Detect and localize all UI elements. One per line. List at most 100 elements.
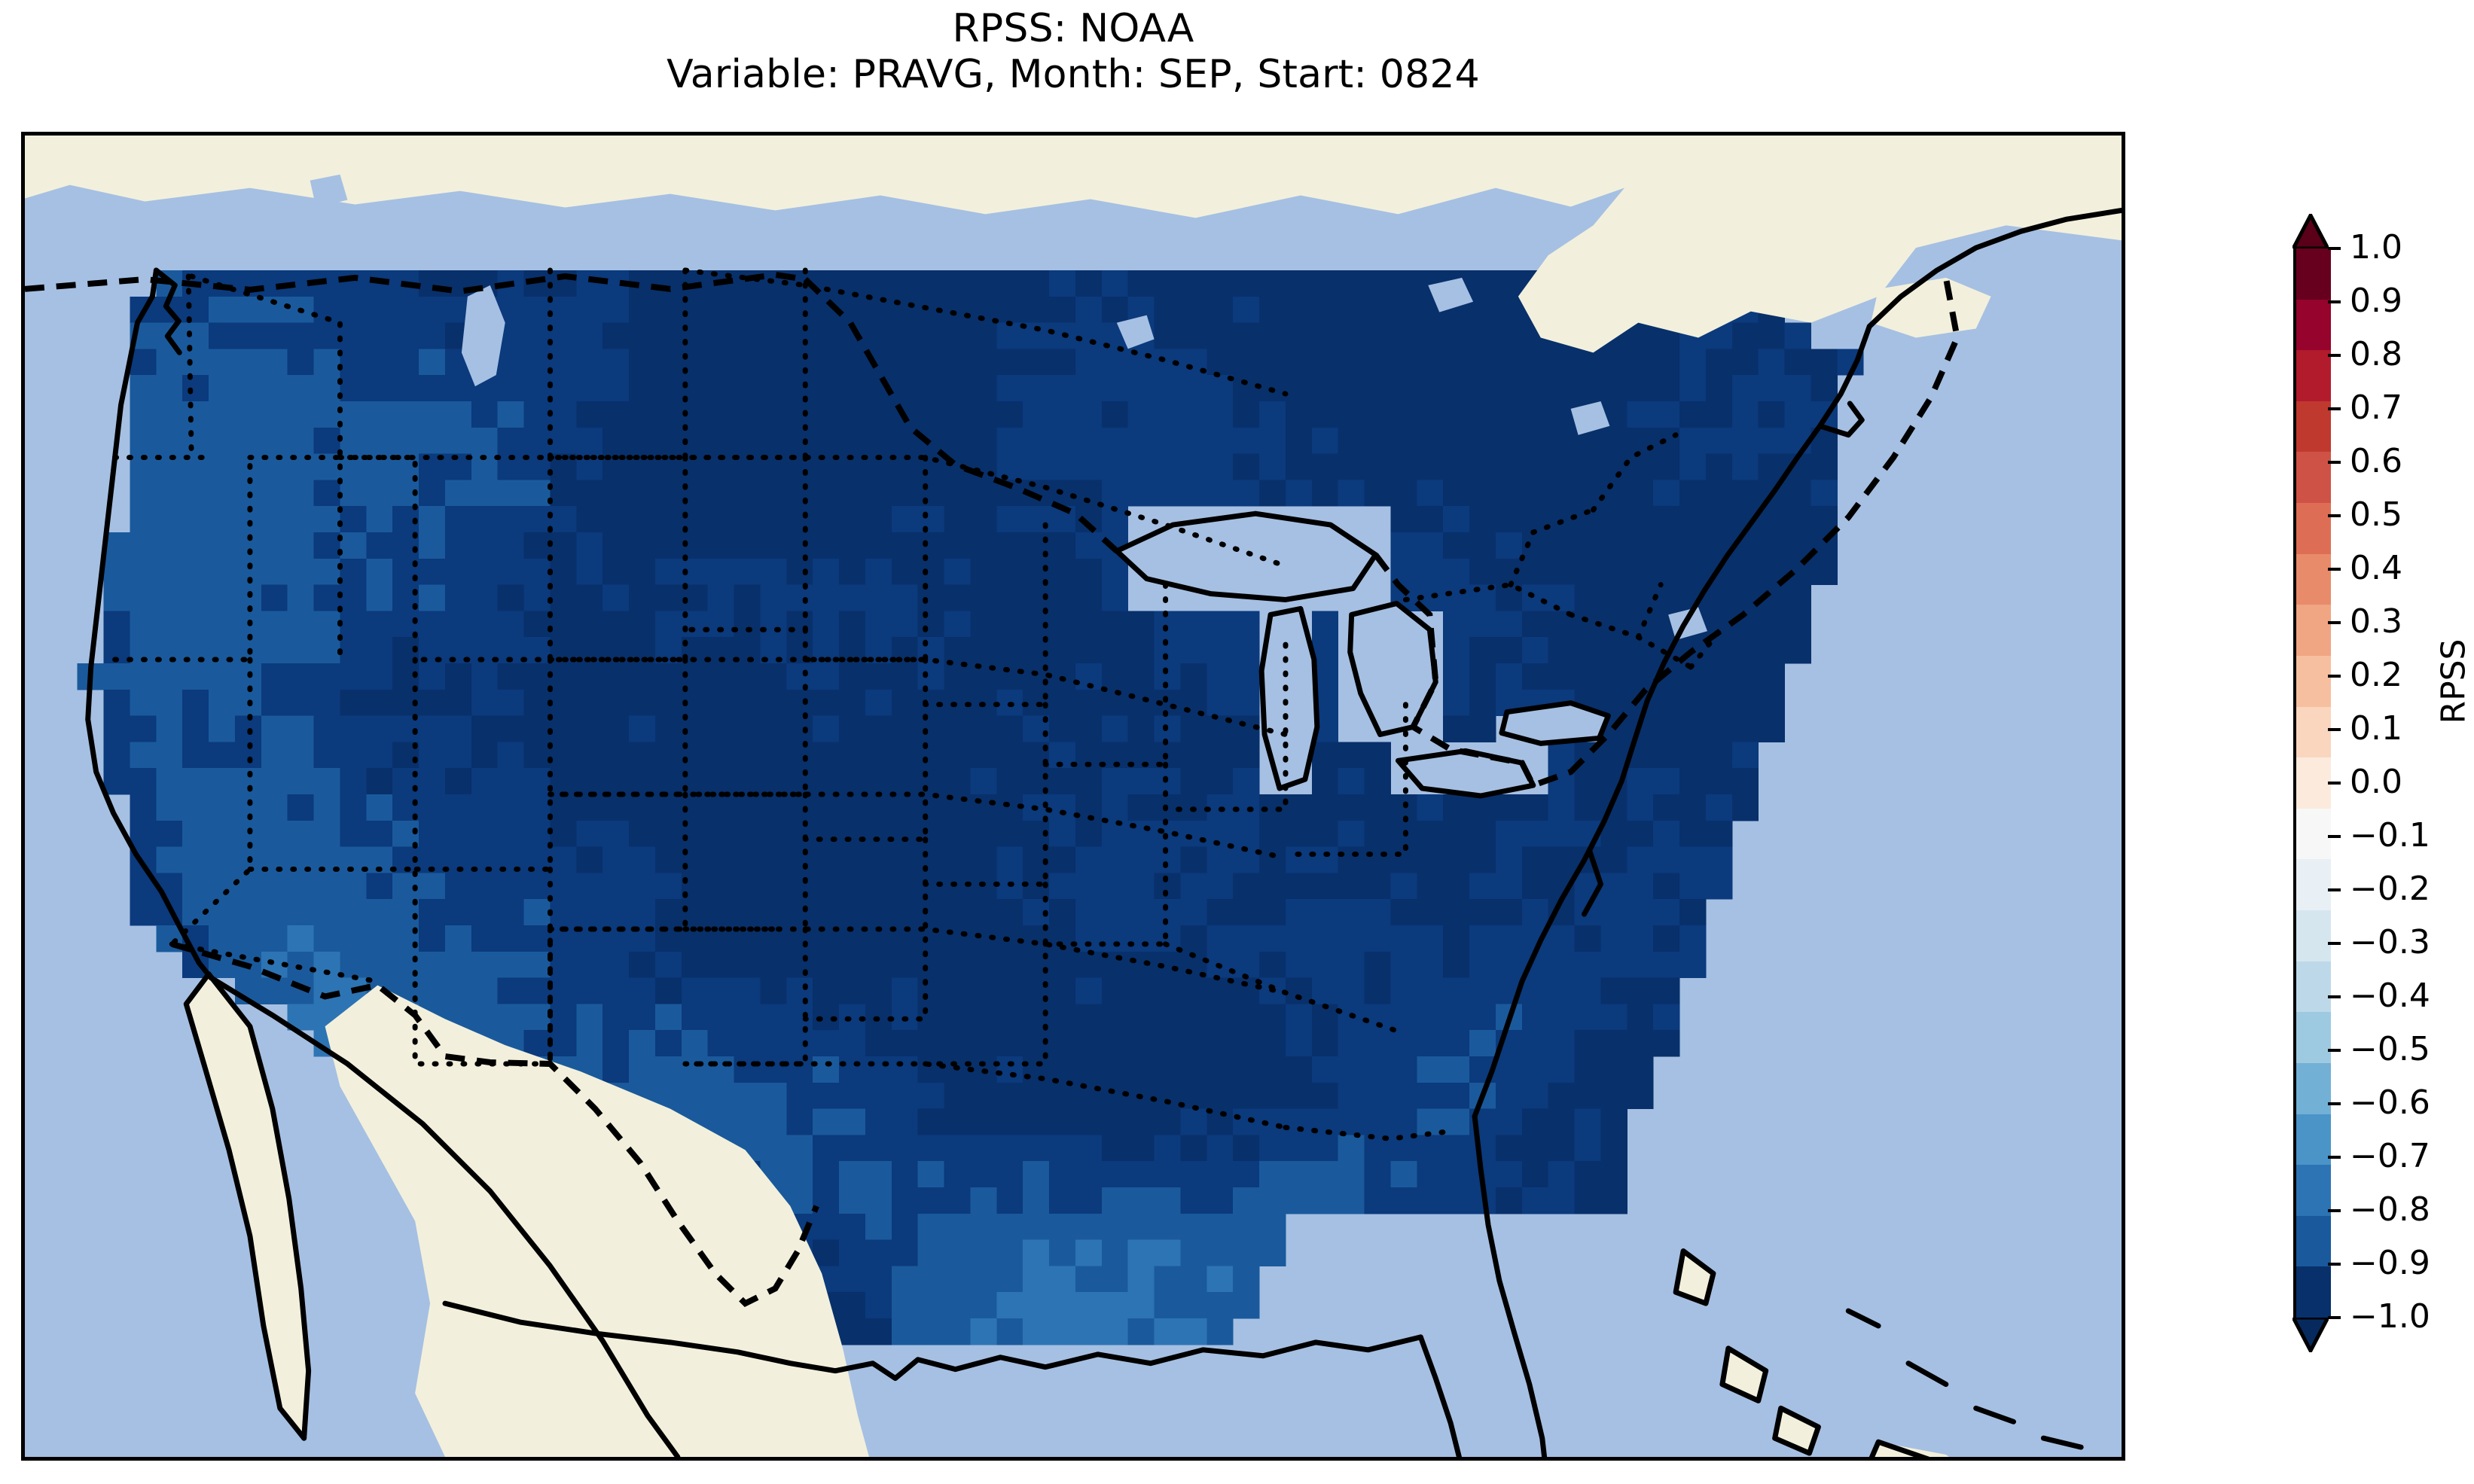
colorbar-segment bbox=[2296, 859, 2331, 911]
tick-mark bbox=[2328, 888, 2341, 891]
colorbar-axis-label: RPSS bbox=[2431, 0, 2474, 1484]
tick-mark bbox=[2328, 942, 2341, 945]
country-border bbox=[1373, 277, 1960, 790]
state-border bbox=[682, 926, 808, 1067]
country-border bbox=[25, 271, 806, 294]
state-border bbox=[412, 979, 553, 1067]
coastline bbox=[206, 971, 312, 1441]
coastline-paths bbox=[85, 207, 2122, 1457]
state-border bbox=[548, 657, 688, 797]
colorbar-segment bbox=[2296, 605, 2331, 657]
colorbar-segment bbox=[2296, 553, 2331, 605]
coastline bbox=[1582, 818, 1607, 917]
state-border bbox=[548, 926, 1289, 995]
tick-mark bbox=[2328, 621, 2341, 624]
land-polygon bbox=[325, 985, 869, 1457]
coastline bbox=[442, 1300, 1423, 1382]
state-border bbox=[1042, 582, 1169, 767]
state-border-paths bbox=[112, 267, 1724, 1141]
tick-label: 0.6 bbox=[2350, 442, 2402, 480]
coastline bbox=[183, 971, 307, 1441]
state-border bbox=[1402, 582, 1574, 617]
country-border bbox=[803, 277, 1119, 553]
colorbar[interactable]: 1.0 0.9 0.8 0.7 0.6 0.5 0.4 0.3 0.2 0.1 0.0 −0.1 −0.… bbox=[2292, 214, 2430, 1352]
land-polygon bbox=[1518, 176, 1916, 353]
tick-mark bbox=[2328, 1102, 2341, 1105]
colorbar-segment bbox=[2296, 808, 2331, 861]
lake-polygon bbox=[310, 174, 348, 208]
lake-polygons bbox=[310, 174, 1707, 797]
country-border-paths bbox=[25, 271, 1960, 1308]
map-canvas[interactable] bbox=[25, 136, 2122, 1457]
tick-label: 0.2 bbox=[2350, 656, 2402, 694]
coastline bbox=[1719, 1345, 1769, 1403]
state-border bbox=[682, 626, 808, 797]
state-border bbox=[247, 455, 418, 663]
coastline bbox=[85, 267, 214, 981]
coastline bbox=[1973, 1405, 2017, 1425]
tick-label: −0.8 bbox=[2350, 1190, 2430, 1229]
state-border bbox=[412, 657, 553, 872]
tick-mark bbox=[2328, 407, 2341, 410]
state-border bbox=[412, 455, 553, 663]
tick-label: 0.0 bbox=[2350, 763, 2402, 801]
state-border bbox=[169, 941, 380, 985]
lake-polygon bbox=[1116, 513, 1376, 600]
state-border bbox=[169, 657, 253, 947]
state-border bbox=[682, 1061, 1289, 1130]
colorbar-segment bbox=[2296, 401, 2331, 453]
tick-label: −0.6 bbox=[2350, 1083, 2430, 1122]
tick-label: 0.1 bbox=[2350, 709, 2402, 748]
tick-mark bbox=[2328, 1209, 2341, 1212]
coastline bbox=[1868, 1439, 1930, 1457]
colorbar-max-extend-arrow bbox=[2292, 214, 2329, 248]
state-border bbox=[1283, 1125, 1454, 1141]
lake-polygon bbox=[1261, 608, 1317, 789]
tick-mark bbox=[2328, 461, 2341, 464]
land-polygons bbox=[25, 136, 2122, 1457]
map-axes[interactable] bbox=[21, 132, 2125, 1461]
land-polygon bbox=[25, 136, 2122, 248]
coastline bbox=[153, 267, 182, 355]
colorbar-segment bbox=[2296, 706, 2331, 758]
land-polygon bbox=[1676, 1251, 1713, 1304]
state-border bbox=[802, 836, 929, 1022]
colorbar-segment bbox=[2296, 1012, 2331, 1064]
tick-mark bbox=[2328, 728, 2341, 731]
tick-mark bbox=[2328, 568, 2341, 571]
tick-label: −0.5 bbox=[2350, 1030, 2430, 1068]
land-polygon bbox=[186, 974, 309, 1439]
state-border bbox=[548, 791, 1289, 861]
lake-polygon bbox=[1570, 401, 1610, 435]
coastline bbox=[1845, 1308, 1881, 1329]
coastline bbox=[1499, 700, 1611, 746]
colorbar-segment bbox=[2296, 757, 2331, 809]
tick-label: −0.2 bbox=[2350, 870, 2430, 908]
state-border bbox=[112, 455, 253, 663]
state-border bbox=[548, 791, 688, 932]
state-border bbox=[923, 881, 1048, 1067]
lake-polygon bbox=[1116, 315, 1155, 349]
tick-mark bbox=[2328, 675, 2341, 678]
coastline bbox=[1817, 401, 1865, 438]
tick-mark bbox=[2328, 354, 2341, 357]
lake-polygon bbox=[1398, 751, 1533, 797]
state-border bbox=[682, 267, 808, 461]
lake-polygon bbox=[461, 285, 505, 387]
tick-mark bbox=[2328, 1316, 2341, 1319]
tick-label: 1.0 bbox=[2350, 228, 2402, 267]
colorbar-segment bbox=[2296, 910, 2331, 962]
colorbar-segment bbox=[2296, 1062, 2331, 1115]
state-border bbox=[1635, 582, 1664, 640]
country-border bbox=[171, 941, 819, 1308]
state-border bbox=[188, 273, 343, 663]
coastline bbox=[1258, 605, 1320, 791]
coastline bbox=[2040, 1435, 2084, 1450]
tick-mark bbox=[2328, 995, 2341, 998]
state-border bbox=[802, 455, 929, 663]
tick-label: 0.9 bbox=[2350, 282, 2402, 320]
state-border bbox=[548, 455, 688, 663]
state-border bbox=[802, 657, 929, 843]
figure-title: RPSS: NOAA Variable: PRAVG, Month: SEP, … bbox=[0, 6, 2146, 98]
colorbar-segment bbox=[2296, 1114, 2331, 1166]
